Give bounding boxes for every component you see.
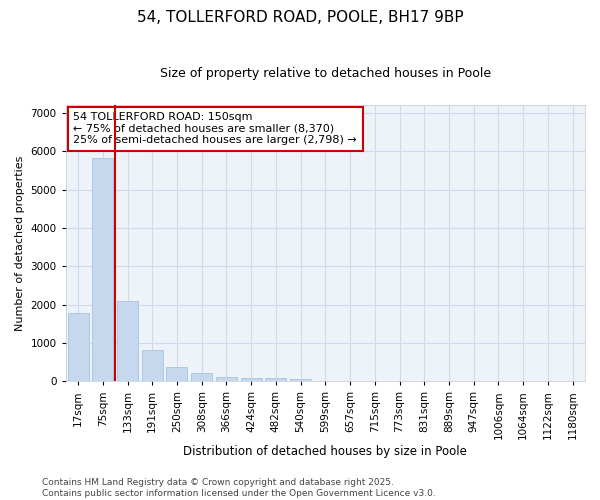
X-axis label: Distribution of detached houses by size in Poole: Distribution of detached houses by size … <box>184 444 467 458</box>
Text: Contains HM Land Registry data © Crown copyright and database right 2025.
Contai: Contains HM Land Registry data © Crown c… <box>42 478 436 498</box>
Text: 54, TOLLERFORD ROAD, POOLE, BH17 9BP: 54, TOLLERFORD ROAD, POOLE, BH17 9BP <box>137 10 463 25</box>
Bar <box>92 158 113 381</box>
Bar <box>191 373 212 381</box>
Bar <box>117 301 138 381</box>
Bar <box>142 350 163 381</box>
Y-axis label: Number of detached properties: Number of detached properties <box>15 156 25 331</box>
Bar <box>241 378 262 381</box>
Bar <box>290 379 311 381</box>
Bar <box>216 376 237 381</box>
Title: Size of property relative to detached houses in Poole: Size of property relative to detached ho… <box>160 68 491 80</box>
Text: 54 TOLLERFORD ROAD: 150sqm
← 75% of detached houses are smaller (8,370)
25% of s: 54 TOLLERFORD ROAD: 150sqm ← 75% of deta… <box>73 112 357 146</box>
Bar <box>68 313 89 381</box>
Bar <box>166 367 187 381</box>
Bar <box>265 378 286 381</box>
